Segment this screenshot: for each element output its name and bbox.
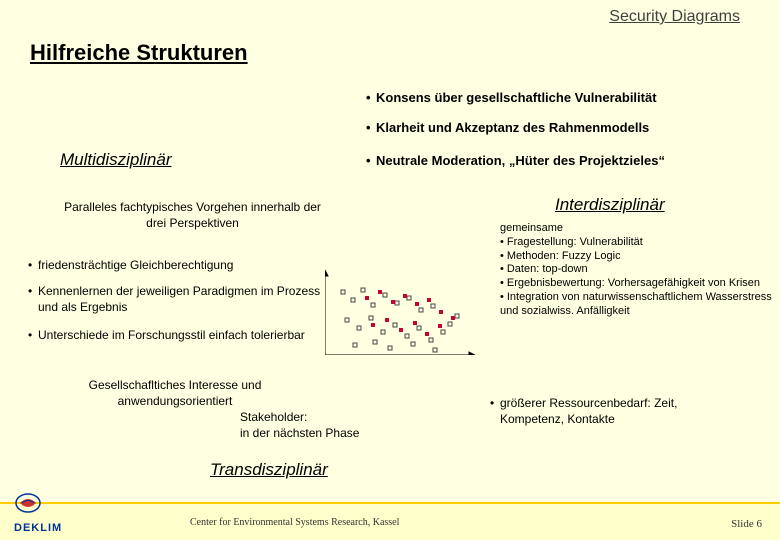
slide-number: Slide 6 — [731, 518, 762, 530]
trans-line1: Gesellschafltiches Interesse und anwendu… — [60, 378, 290, 409]
footer-center: Center for Environmental Systems Researc… — [190, 517, 399, 528]
top-bullet-1: Klarheit und Akzeptanz des Rahmenmodells — [376, 120, 649, 135]
logo-icon — [14, 493, 64, 521]
section-multi: Multidisziplinär — [60, 150, 171, 170]
inter-bullet-4: Integration von naturwissenschaftlichem … — [500, 291, 780, 319]
multi-lead: Paralleles fachtypisches Vorgehen innerh… — [60, 200, 325, 231]
section-trans: Transdisziplinär — [210, 460, 328, 480]
inter-bullet-1: Methoden: Fuzzy Logic — [500, 250, 780, 264]
multi-bullet-2: Unterschiede im Forschungsstil einfach t… — [38, 328, 328, 344]
section-inter: Interdisziplinär — [555, 195, 665, 215]
top-bullet-2: Neutrale Moderation, „Hüter des Projektz… — [376, 153, 665, 168]
inter-bullet-2: Daten: top-down — [500, 263, 780, 277]
scatter-diagram — [325, 270, 475, 355]
trans-line3: in der nächsten Phase — [240, 426, 359, 442]
trans-line2: Stakeholder: — [240, 410, 307, 426]
footer-org: DEKLIM — [14, 522, 64, 534]
inter-bullet-0: Fragestellung: Vulnerabilität — [500, 236, 780, 250]
multi-bullet-0: friedensträchtige Gleichberechtigung — [38, 258, 318, 274]
inter-lead: gemeinsame — [500, 222, 780, 236]
logo: DEKLIM — [14, 493, 64, 534]
slide: Security Diagrams Hilfreiche Strukturen … — [0, 0, 780, 540]
page-title: Hilfreiche Strukturen — [30, 40, 248, 66]
multi-bullet-1: Kennenlernen der jeweiligen Paradigmen i… — [38, 284, 328, 315]
inter-list: gemeinsame Fragestellung: Vulnerabilität… — [500, 222, 780, 318]
corner-title: Security Diagrams — [609, 8, 740, 26]
scatter-svg — [325, 270, 475, 355]
inter-cost: größerer Ressourcenbedarf: Zeit, Kompete… — [500, 396, 730, 427]
top-bullet-0: Konsens über gesellschaftliche Vulnerabi… — [376, 90, 657, 105]
inter-bullet-3: Ergebnisbewertung: Vorhersagefähigkeit v… — [500, 277, 780, 291]
